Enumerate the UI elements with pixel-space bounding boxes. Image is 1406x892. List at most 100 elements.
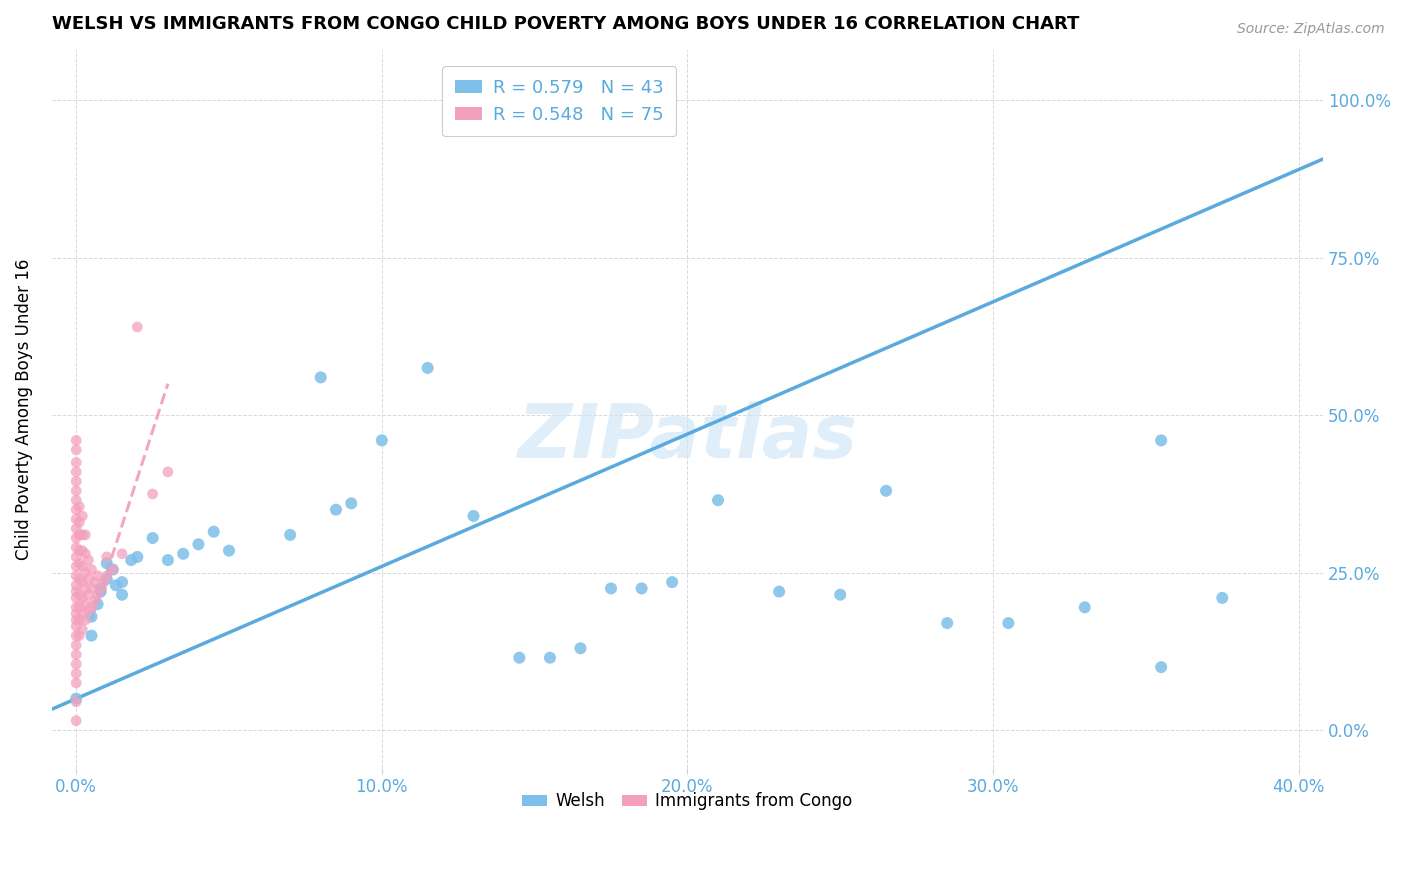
Point (67, 528, 90, 542)
Point (72, 607, 94, 621)
Point (80, 562, 103, 576)
Point (278, 528, 301, 542)
Point (111, 547, 134, 561)
Point (104, 578, 127, 592)
Point (83, 575, 105, 590)
Point (65, 695, 87, 709)
Point (65, 600, 87, 615)
Point (172, 547, 194, 561)
Point (72, 591, 94, 605)
Point (80, 600, 103, 615)
Point (101, 562, 124, 576)
Point (77, 553, 100, 567)
Point (538, 650, 561, 665)
Point (65, 714, 87, 728)
Point (72, 623, 94, 637)
Point (67, 572, 90, 586)
Point (65, 493, 87, 508)
Point (202, 524, 225, 539)
Point (65, 607, 87, 621)
Y-axis label: Child Poverty Among Boys Under 16: Child Poverty Among Boys Under 16 (15, 258, 32, 559)
Point (67, 588, 90, 602)
Point (86, 597, 108, 611)
Text: Source: ZipAtlas.com: Source: ZipAtlas.com (1237, 22, 1385, 37)
Point (111, 575, 134, 590)
Point (65, 549, 87, 564)
Point (93, 575, 115, 590)
Point (67, 556, 90, 570)
Point (936, 616, 959, 631)
Point (875, 483, 897, 498)
Point (630, 582, 652, 596)
Point (72, 528, 94, 542)
Point (86, 588, 108, 602)
Point (120, 553, 142, 567)
Point (1074, 600, 1097, 615)
Point (67, 500, 90, 514)
Point (600, 582, 623, 596)
Point (661, 575, 683, 590)
Text: WELSH VS IMMIGRANTS FROM CONGO CHILD POVERTY AMONG BOYS UNDER 16 CORRELATION CHA: WELSH VS IMMIGRANTS FROM CONGO CHILD POV… (52, 15, 1080, 33)
Point (142, 531, 165, 545)
Point (371, 434, 394, 448)
Point (90, 582, 112, 596)
Point (67, 516, 90, 530)
Point (65, 531, 87, 545)
Point (77, 572, 100, 586)
Point (75, 566, 97, 580)
Point (65, 657, 87, 671)
Point (65, 666, 87, 681)
Point (340, 496, 363, 510)
Point (127, 549, 149, 564)
Point (90, 582, 112, 596)
Point (707, 493, 730, 508)
Point (65, 648, 87, 662)
Point (72, 543, 94, 558)
Point (72, 575, 94, 590)
Point (187, 537, 209, 551)
Point (101, 562, 124, 576)
Point (127, 320, 149, 334)
Point (65, 638, 87, 652)
Point (65, 455, 87, 469)
Point (77, 588, 100, 602)
Point (65, 676, 87, 690)
Point (1150, 660, 1173, 674)
Point (96, 569, 118, 583)
Text: ZIPatlas: ZIPatlas (517, 401, 858, 475)
Point (463, 508, 485, 523)
Point (1150, 434, 1173, 448)
Point (96, 556, 118, 570)
Point (309, 370, 332, 384)
Point (111, 588, 134, 602)
Point (65, 475, 87, 489)
Point (156, 553, 179, 567)
Point (65, 483, 87, 498)
Point (75, 547, 97, 561)
Point (768, 584, 790, 599)
Point (75, 597, 97, 611)
Point (96, 572, 118, 586)
Point (325, 502, 347, 516)
Point (1211, 591, 1233, 605)
Point (67, 613, 90, 627)
Point (75, 613, 97, 627)
Point (67, 629, 90, 643)
Point (218, 543, 240, 558)
Point (65, 584, 87, 599)
Point (75, 528, 97, 542)
Point (65, 541, 87, 555)
Point (830, 588, 852, 602)
Point (65, 691, 87, 706)
Point (65, 559, 87, 574)
Point (65, 512, 87, 526)
Point (997, 616, 1019, 631)
Point (65, 591, 87, 605)
Point (96, 549, 118, 564)
Point (80, 609, 103, 624)
Point (65, 522, 87, 536)
Point (77, 603, 100, 617)
Point (508, 650, 530, 665)
Point (156, 465, 179, 479)
Point (65, 502, 87, 516)
